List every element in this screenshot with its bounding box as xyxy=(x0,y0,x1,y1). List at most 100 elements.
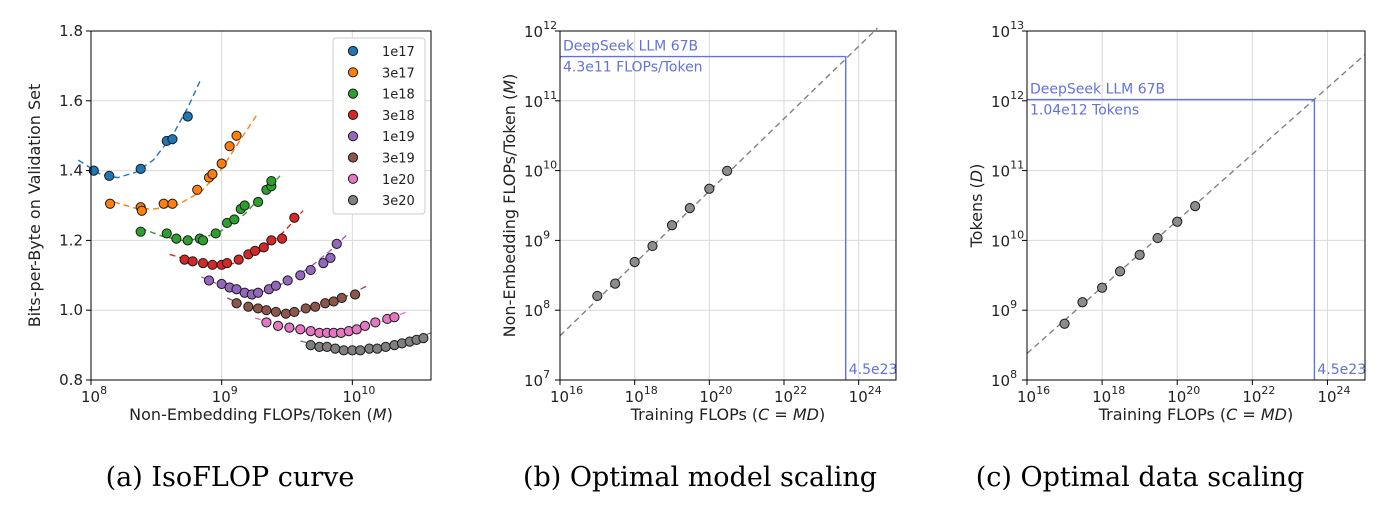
chart-panel-2: DeepSeek LLM 67B 1.04e12 Tokens 4.5e23 1016… xyxy=(967,19,1366,424)
data-point xyxy=(197,235,209,246)
y-tick-label: 109 xyxy=(991,298,1017,320)
data-point xyxy=(289,306,300,318)
legend-marker xyxy=(347,131,359,142)
legend-label: 1e18 xyxy=(382,88,415,103)
data-point xyxy=(629,256,640,268)
y-tick-label: 1.8 xyxy=(59,22,83,40)
data-point xyxy=(229,214,240,225)
x-tick-label: 1016 xyxy=(1017,384,1050,406)
data-point xyxy=(280,308,291,319)
data-point xyxy=(207,168,218,180)
legend-label: 3e18 xyxy=(382,109,415,124)
data-point xyxy=(310,301,321,312)
data-point xyxy=(355,345,366,356)
x-tick-label: 1024 xyxy=(849,384,882,406)
data-point xyxy=(300,303,311,314)
x-tick-label: 1020 xyxy=(1167,384,1200,406)
data-point xyxy=(192,184,203,195)
data-point xyxy=(372,343,383,354)
data-point xyxy=(666,220,678,231)
x-tick-label: 1024 xyxy=(1317,384,1350,406)
data-point xyxy=(231,130,242,141)
figure: 108 109 1010 0.8 1.0 1.2 1.4 1.6 1.8 Non-Embeddin… xyxy=(25,19,1366,424)
plot-frame xyxy=(559,30,897,381)
data-point xyxy=(295,324,306,335)
data-point xyxy=(305,326,316,337)
legend-marker xyxy=(347,173,359,184)
data-point xyxy=(722,165,733,177)
data-point xyxy=(104,198,116,209)
data-point xyxy=(289,212,300,223)
annotation-value: 1.04e12 Tokens xyxy=(1030,103,1139,119)
y-tick-label: 107 xyxy=(524,368,550,390)
data-point xyxy=(325,252,336,263)
annotation-guide-line xyxy=(1027,98,1316,380)
data-point xyxy=(295,270,306,281)
y-tick-label: 1011 xyxy=(991,159,1024,181)
data-point xyxy=(270,280,281,291)
legend-label: 3e20 xyxy=(382,194,415,209)
y-tick-label: 108 xyxy=(524,298,550,320)
annotation-value: 4.3e11 FLOPs/Token xyxy=(563,60,703,76)
data-point xyxy=(1059,318,1070,329)
data-point xyxy=(270,306,281,318)
caption-a: (a) IsoFLOP curve xyxy=(105,462,355,493)
y-tick-label: 0.8 xyxy=(59,371,83,389)
x-axis-label: Non-Embedding FLOPs/Token (M) xyxy=(129,405,393,424)
data-point xyxy=(1172,216,1183,227)
y-tick-label: 1.0 xyxy=(59,301,83,319)
x-axis-label: Training FLOPs (C = MD) xyxy=(630,405,826,424)
y-tick-label: 1.4 xyxy=(59,162,83,180)
data-point xyxy=(239,200,250,211)
data-point xyxy=(179,254,190,265)
data-point xyxy=(161,228,172,239)
data-point xyxy=(171,233,182,244)
data-point xyxy=(330,343,341,354)
data-point xyxy=(231,298,242,309)
y-tick-label: 1.6 xyxy=(59,92,83,110)
data-point xyxy=(1134,249,1145,260)
data-point xyxy=(370,317,381,328)
data-point xyxy=(380,341,391,352)
chart-panel-1: DeepSeek LLM 67B 4.3e11 FLOPs/Token 4.5e23… xyxy=(500,19,897,424)
data-point xyxy=(207,259,218,270)
legend-box xyxy=(332,37,426,215)
data-point xyxy=(282,275,293,286)
annotation-title: DeepSeek LLM 67B xyxy=(1030,82,1165,98)
y-axis-label: Bits-per-Byte on Validation Set xyxy=(25,84,44,328)
data-point xyxy=(1152,232,1163,244)
data-point xyxy=(224,141,235,152)
data-point xyxy=(167,134,178,145)
data-point xyxy=(684,203,695,214)
legend-label: 3e19 xyxy=(382,152,415,167)
data-point xyxy=(261,305,272,316)
x-tick-label: 1010 xyxy=(342,384,375,406)
data-point xyxy=(704,183,715,194)
legend-label: 3e17 xyxy=(382,66,415,81)
data-point xyxy=(266,235,277,246)
legend-marker xyxy=(347,88,359,99)
data-point xyxy=(182,111,193,122)
data-point xyxy=(252,287,264,298)
data-point xyxy=(261,317,272,328)
data-point xyxy=(136,205,147,216)
annotation-x-value: 4.5e23 xyxy=(849,362,898,378)
data-point xyxy=(284,322,295,333)
data-point xyxy=(197,257,209,269)
x-tick-label: 1020 xyxy=(699,384,732,406)
y-axis-label: Non-Embedding FLOPs/Token (M) xyxy=(500,74,519,338)
data-point xyxy=(167,198,178,209)
x-axis-label: Training FLOPs (C = MD) xyxy=(1098,405,1294,424)
data-point xyxy=(1097,282,1108,293)
caption-b: (b) Optimal model scaling xyxy=(522,462,878,493)
data-point xyxy=(389,312,400,323)
y-tick-label: 1.2 xyxy=(59,231,83,249)
x-tick-label: 1018 xyxy=(1092,384,1125,406)
data-point xyxy=(318,257,329,269)
data-point xyxy=(1114,266,1126,277)
data-point xyxy=(1077,297,1088,308)
data-point xyxy=(305,340,316,351)
annotation-title: DeepSeek LLM 67B xyxy=(563,39,698,55)
x-tick-label: 108 xyxy=(81,384,107,406)
fit-line xyxy=(77,77,203,179)
